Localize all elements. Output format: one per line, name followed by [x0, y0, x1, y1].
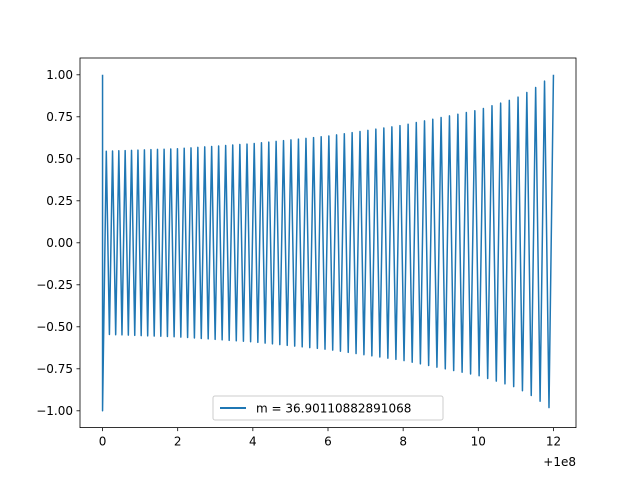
- x-tick-label: 8: [399, 435, 407, 449]
- plot-background: [80, 58, 576, 428]
- y-tick-label: 0.50: [46, 152, 73, 166]
- y-tick-label: 0.00: [46, 236, 73, 250]
- x-tick-label: 10: [471, 435, 486, 449]
- x-tick-label: 6: [324, 435, 332, 449]
- x-tick-label: 12: [546, 435, 561, 449]
- y-tick-label: 0.75: [46, 110, 73, 124]
- x-tick-label: 4: [249, 435, 257, 449]
- series-layer: [101, 74, 555, 412]
- x-tick-label: 2: [174, 435, 182, 449]
- legend-label: m = 36.90110882891068: [256, 402, 411, 416]
- y-tick-label: −0.50: [36, 320, 73, 334]
- y-tick-label: 1.00: [46, 68, 73, 82]
- legend-box: [212, 395, 444, 421]
- y-tick-label: −1.00: [36, 404, 73, 418]
- y-tick-label: −0.25: [36, 278, 73, 292]
- y-tick-label: 0.25: [46, 194, 73, 208]
- y-tick-label: −0.75: [36, 362, 73, 376]
- x-tick-label: 0: [99, 435, 107, 449]
- series-line: [101, 74, 555, 412]
- legend: m = 36.90110882891068: [212, 395, 444, 421]
- x-offset-label: +1e8: [543, 455, 576, 469]
- axes-layer: 0 2 4 6 8 10 12 1.00 0.75 0.50 0.25 0.00 −0.25 −0.50 −…: [36, 57, 577, 449]
